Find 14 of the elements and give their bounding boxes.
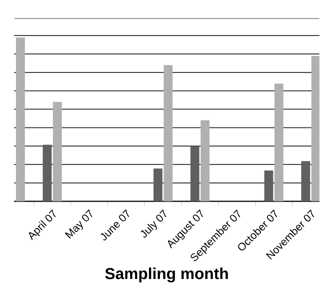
bar — [311, 56, 320, 202]
x-tick-label: July 07 — [140, 209, 166, 238]
bar — [264, 170, 274, 202]
bar — [52, 102, 62, 202]
bar — [16, 37, 25, 202]
bar — [42, 144, 52, 202]
bar — [301, 161, 310, 202]
bar — [274, 84, 284, 202]
x-axis-title: Sampling month — [105, 267, 228, 282]
bar — [154, 168, 162, 202]
x-tick-label: May 07 — [64, 209, 92, 238]
bar — [200, 120, 210, 202]
bar — [164, 64, 173, 202]
bar — [190, 146, 200, 202]
